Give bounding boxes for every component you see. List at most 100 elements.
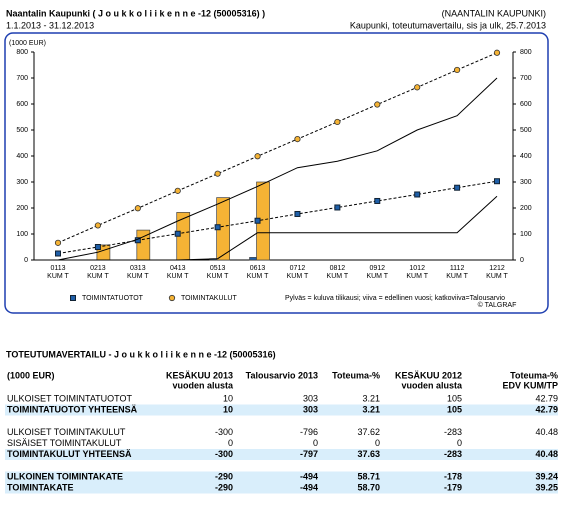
- marker: [294, 210, 301, 217]
- x-tick-label: 0712: [290, 265, 306, 272]
- table-cell: 0: [375, 438, 380, 448]
- table-cell: ULKOISET TOIMINTAKULUT: [7, 427, 126, 437]
- period: 1.1.2013 - 31.12.2013: [6, 20, 94, 30]
- previous-year-line: [58, 195, 498, 261]
- column-header: (1000 EUR): [7, 370, 55, 380]
- y2-tick-label: 300: [520, 179, 532, 186]
- table-cell: -283: [444, 427, 462, 437]
- table-cell: 3.21: [362, 404, 380, 414]
- y-tick-label: 300: [16, 179, 28, 186]
- x-tick-sublabel: KUM T: [406, 273, 428, 280]
- y2-tick-label: 600: [520, 101, 532, 108]
- table-cell: ULKOINEN TOIMINTAKATE: [7, 471, 123, 481]
- marker: [94, 244, 101, 250]
- y-tick-label: 400: [16, 153, 28, 160]
- y2-tick-label: 800: [520, 49, 532, 56]
- table-cell: -283: [444, 449, 462, 459]
- marker: [334, 118, 341, 126]
- marker: [294, 136, 301, 143]
- marker: [453, 66, 461, 74]
- table-cell: 303: [303, 393, 318, 403]
- y-tick-label: 200: [16, 205, 28, 212]
- y-tick-label: 600: [16, 101, 28, 108]
- marker: [254, 153, 261, 160]
- marker: [374, 197, 381, 204]
- x-tick-label: 1012: [409, 265, 425, 272]
- marker: [55, 250, 61, 257]
- previous-year-line: [57, 77, 498, 261]
- x-tick-sublabel: KUM T: [247, 273, 269, 280]
- organization: (NAANTALIN KAUPUNKI): [442, 8, 546, 18]
- marker: [94, 222, 102, 229]
- table-cell: -290: [215, 471, 233, 481]
- table-cell: 58.71: [357, 471, 380, 481]
- table-cell: 39.24: [535, 471, 558, 481]
- table-cell: 10: [223, 393, 233, 403]
- x-tick-sublabel: KUM T: [207, 273, 229, 280]
- marker: [454, 184, 461, 191]
- table-cell: 0: [228, 438, 233, 448]
- table-cell: -178: [444, 471, 462, 481]
- table-cell: 10: [223, 404, 233, 414]
- x-tick-label: 0513: [210, 265, 226, 272]
- marker: [334, 204, 341, 211]
- y-tick-label: 700: [16, 75, 28, 82]
- report-name: Kaupunki, toteutumavertailu, sis ja ulk,…: [350, 20, 546, 30]
- x-tick-label: 0213: [90, 265, 106, 272]
- table-cell: -300: [215, 449, 233, 459]
- marker: [174, 187, 181, 194]
- table-cell: TOIMINTAKULUT YHTEENSÄ: [7, 449, 132, 459]
- y-tick-label: 100: [16, 231, 28, 238]
- table-cell: TOIMINTATUOTOT YHTEENSÄ: [7, 404, 138, 414]
- row-highlight: [5, 482, 558, 494]
- table-cell: 40.48: [535, 427, 558, 437]
- y-tick-label: 0: [24, 257, 28, 264]
- x-tick-label: 0113: [50, 265, 65, 272]
- x-tick-sublabel: KUM T: [486, 273, 508, 280]
- y2-tick-label: 100: [520, 231, 532, 238]
- table-cell: TOIMINTAKATE: [7, 482, 74, 492]
- column-header: KESÄKUU 2012: [395, 370, 462, 380]
- budget-line: [57, 52, 498, 244]
- marker: [254, 217, 261, 224]
- x-tick-label: 0613: [250, 265, 266, 272]
- table-cell: -179: [444, 482, 462, 492]
- y-axis-label: (1000 EUR): [9, 40, 46, 47]
- table-cell: 0: [313, 438, 318, 448]
- column-header: Talousarvio 2013: [246, 370, 318, 380]
- budget-line: [57, 180, 498, 254]
- table-cell: -796: [300, 427, 318, 437]
- marker: [214, 170, 221, 177]
- marker: [54, 239, 62, 246]
- x-tick-sublabel: KUM T: [327, 273, 349, 280]
- table-cell: 303: [303, 404, 318, 414]
- table-cell: 58.70: [357, 482, 380, 492]
- x-tick-sublabel: KUM T: [87, 273, 109, 280]
- x-tick-sublabel: KUM T: [127, 273, 149, 280]
- chart-frame: [4, 32, 549, 314]
- title: Naantalin Kaupunki ( J o u k k o l i i k…: [6, 8, 265, 18]
- marker: [70, 295, 76, 301]
- marker: [214, 224, 221, 231]
- credit: © TALGRAF: [478, 301, 517, 309]
- y2-tick-label: 500: [520, 127, 532, 134]
- x-tick-sublabel: KUM T: [167, 273, 189, 280]
- table-cell: -300: [215, 427, 233, 437]
- y-tick-label: 500: [16, 127, 28, 134]
- row-highlight: [5, 449, 558, 460]
- marker: [493, 49, 501, 56]
- column-header: KESÄKUU 2013: [166, 370, 233, 380]
- table-cell: 39.25: [535, 482, 558, 492]
- legend-label: TOIMINTATUOTOT: [82, 295, 144, 302]
- x-tick-sublabel: KUM T: [446, 273, 468, 280]
- x-tick-label: 0912: [369, 265, 385, 272]
- column-header: EDV KUM/TP: [502, 380, 558, 390]
- x-tick-label: 1212: [489, 265, 505, 272]
- x-tick-label: 0313: [130, 265, 146, 272]
- table-cell: 40.48: [535, 449, 558, 459]
- y2-tick-label: 400: [520, 153, 532, 160]
- marker: [414, 84, 421, 91]
- row-highlight: [5, 404, 558, 416]
- x-tick-sublabel: KUM T: [366, 273, 388, 280]
